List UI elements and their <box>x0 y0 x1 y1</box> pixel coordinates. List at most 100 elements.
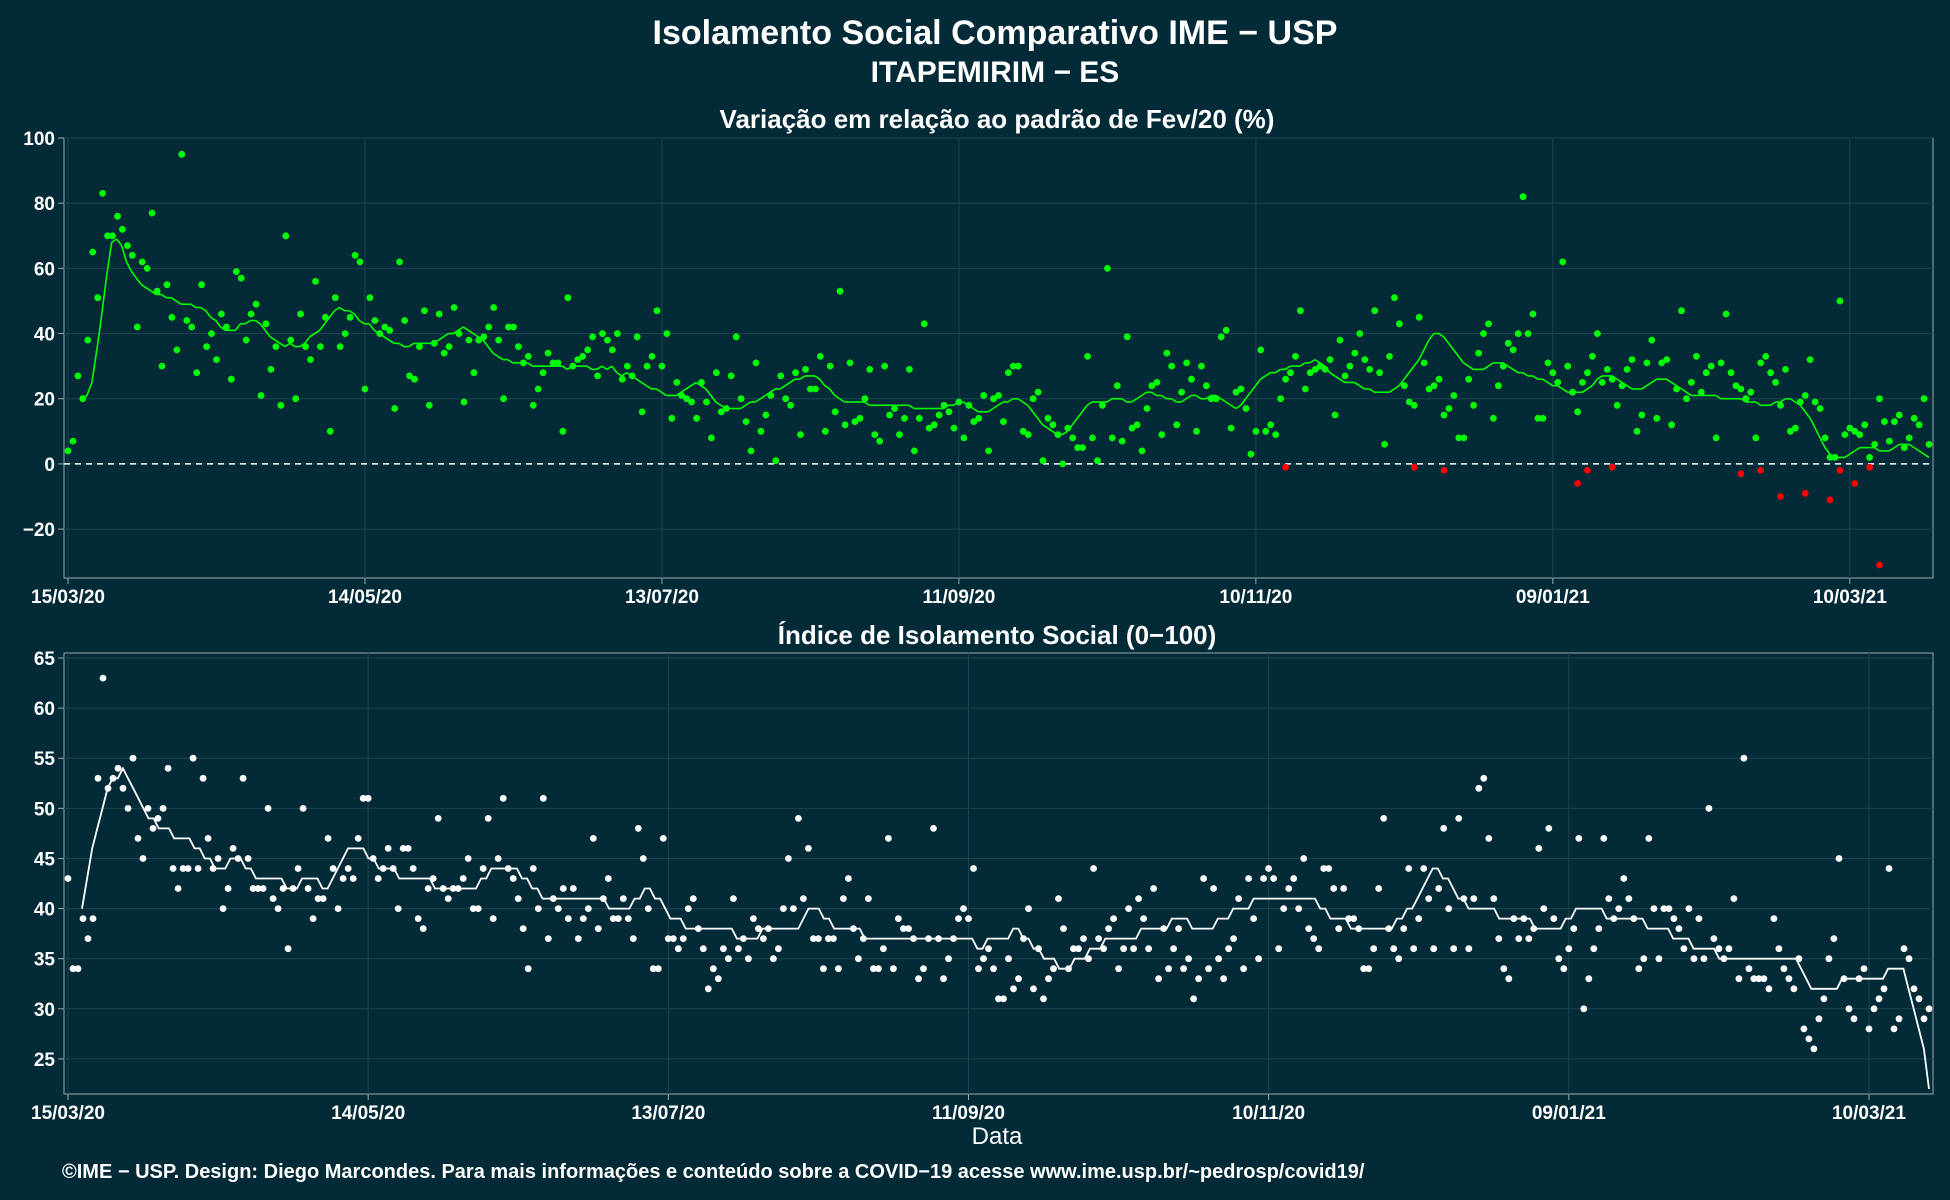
p2-data-point <box>1635 965 1643 973</box>
p2-data-point <box>374 875 382 882</box>
p1-data-point <box>1306 369 1314 377</box>
p1-data-point <box>1391 294 1398 302</box>
p2-data-point <box>1460 895 1468 902</box>
p1-data-point <box>787 401 794 409</box>
p1-data-point <box>816 353 824 360</box>
p1-data-point <box>960 434 968 442</box>
p1-data-point <box>727 372 735 380</box>
p2-data-point <box>1345 915 1353 922</box>
p1-data-point <box>262 320 270 328</box>
p2-data-point <box>1515 935 1523 942</box>
p1-trend-segment <box>1626 385 1633 390</box>
p1-x-tick-label: 11/09/20 <box>922 587 995 608</box>
p2-data-point <box>1845 1005 1853 1013</box>
p2-data-point <box>1830 935 1838 942</box>
p2-data-point <box>995 995 1002 1003</box>
p2-data-point <box>1700 955 1708 963</box>
p1-trend-segment <box>680 388 687 393</box>
p1-data-point <box>1094 457 1101 465</box>
p2-data-point <box>359 794 367 802</box>
p2-data-point <box>244 855 252 862</box>
p1-trend-segment <box>1651 378 1658 384</box>
p2-data-point <box>775 945 782 953</box>
p2-data-point <box>1065 965 1072 973</box>
p1-data-point <box>272 343 280 350</box>
p2-data-point <box>1585 975 1593 983</box>
p1-trend-segment <box>1106 398 1113 403</box>
p2-data-point <box>1915 995 1923 1003</box>
p2-data-point <box>1810 1045 1818 1053</box>
p1-data-point <box>371 317 379 324</box>
p2-data-point <box>579 915 587 922</box>
p2-data-point <box>1805 1035 1813 1043</box>
p1-data-point <box>1128 424 1136 432</box>
p1-trend-segment <box>472 332 479 338</box>
p1-trend-segment <box>1398 378 1405 387</box>
p2-data-point <box>194 865 202 872</box>
p1-negative-point <box>1801 489 1809 497</box>
p1-data-point <box>1039 457 1047 465</box>
p1-data-point <box>564 294 572 302</box>
p2-data-point <box>1405 865 1413 872</box>
p2-data-point <box>689 895 697 902</box>
p1-data-point <box>1009 362 1017 370</box>
p2-x-tick-label: 10/11/20 <box>1232 1103 1305 1124</box>
p1-trend-segment <box>438 336 444 341</box>
p1-trend-segment <box>705 388 712 396</box>
p1-x-tick-label: 10/11/20 <box>1219 587 1292 608</box>
p1-trend-segment <box>1423 339 1430 351</box>
p2-data-point <box>1540 905 1548 912</box>
p1-data-point <box>1178 388 1185 396</box>
p1-data-point <box>138 258 146 266</box>
p1-data-point <box>1262 427 1270 435</box>
p1-data-point <box>881 362 889 370</box>
p2-data-point <box>1180 965 1187 973</box>
p2-data-point <box>1230 935 1237 942</box>
p1-data-point <box>683 395 691 403</box>
p1-data-point <box>1460 434 1468 442</box>
p2-x-tick-label: 10/03/21 <box>1832 1103 1906 1124</box>
p2-data-point <box>404 845 412 852</box>
p1-data-point <box>1871 441 1878 448</box>
p1-data-point <box>1702 369 1710 377</box>
p1-data-point <box>1836 297 1844 305</box>
p1-data-point <box>148 209 156 217</box>
p1-trend-segment <box>279 342 286 348</box>
p1-trend-segment <box>1448 342 1455 351</box>
p1-data-point <box>490 304 498 311</box>
p1-data-point <box>292 395 300 403</box>
p1-trend-segment <box>646 385 652 390</box>
p2-data-point <box>880 945 887 953</box>
p1-x-tick-label: 15/03/20 <box>31 587 105 608</box>
p1-data-point <box>143 265 151 272</box>
p2-data-point <box>1195 975 1202 983</box>
p1-data-point <box>1297 307 1304 315</box>
p1-data-point <box>1237 385 1245 393</box>
p1-data-point <box>643 362 651 370</box>
p2-data-point <box>1565 945 1573 953</box>
p2-data-point <box>144 805 152 812</box>
p2-data-point <box>1770 915 1778 922</box>
p2-data-point <box>1360 965 1368 973</box>
p2-data-point <box>424 885 432 892</box>
p1-data-point <box>866 366 874 373</box>
p1-data-point <box>1099 401 1106 409</box>
p2-data-point <box>1470 895 1478 902</box>
p2-data-point <box>1270 875 1277 882</box>
p1-trend-segment <box>1408 365 1415 374</box>
p2-data-point <box>1645 835 1653 842</box>
p1-data-point <box>594 372 601 380</box>
p1-data-point <box>257 392 265 399</box>
p1-data-point <box>1440 411 1448 419</box>
p1-data-point <box>871 431 879 438</box>
p1-data-point <box>1227 424 1235 432</box>
p2-data-point <box>735 945 742 953</box>
p2-data-point <box>1280 905 1288 912</box>
p2-data-point <box>835 965 842 973</box>
p1-data-point <box>346 313 354 321</box>
p1-data-point <box>1737 385 1745 393</box>
p1-data-point <box>752 359 760 367</box>
p1-data-point <box>1401 382 1408 390</box>
p2-data-point <box>674 945 682 953</box>
p2-data-point <box>594 925 602 932</box>
